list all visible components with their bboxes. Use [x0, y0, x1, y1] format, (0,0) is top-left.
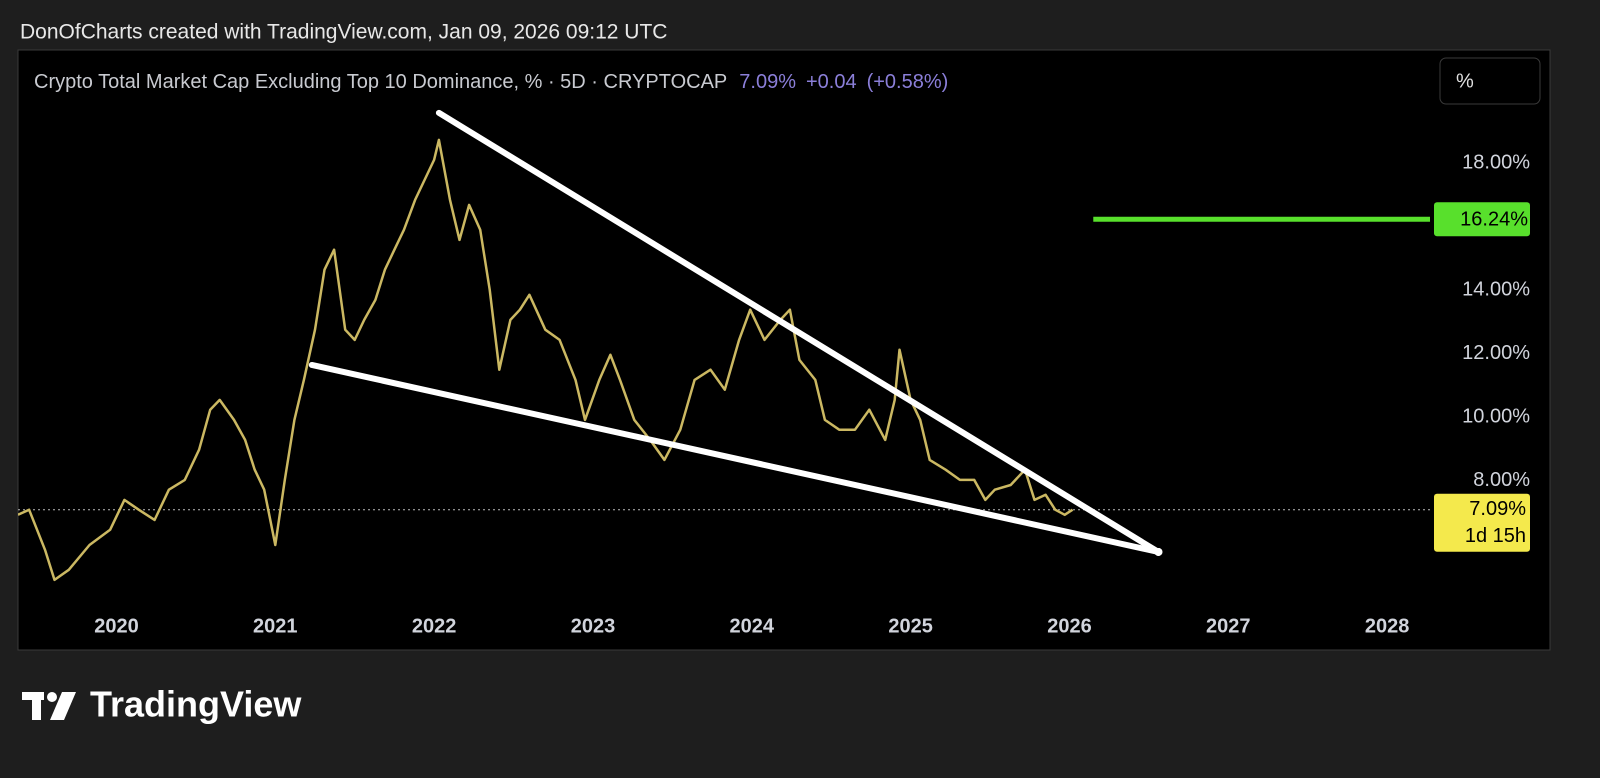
scale-button-label[interactable]: % — [1456, 70, 1474, 92]
y-tick-label: 18.00% — [1462, 152, 1530, 174]
price-line-box — [1434, 202, 1530, 237]
y-tick-label: 8.00% — [1473, 469, 1530, 491]
y-tick-label: 10.00% — [1462, 406, 1530, 428]
x-tick-label: 2022 — [412, 615, 457, 637]
last-price-label: 7.09% — [1469, 498, 1526, 520]
plot — [18, 109, 1430, 582]
price-line — [18, 138, 1074, 582]
x-tick-label: 2021 — [253, 615, 298, 637]
y-tick-label: 14.00% — [1462, 279, 1530, 301]
brand-name: TradingView — [90, 684, 302, 725]
y-tick-label: 12.00% — [1462, 342, 1530, 364]
last-price-box — [1434, 493, 1530, 552]
header-value: (+0.58%) — [867, 71, 949, 93]
attribution: DonOfCharts created with TradingView.com… — [20, 21, 667, 44]
brand-logo — [22, 692, 76, 720]
x-tick-label: 2026 — [1047, 615, 1092, 637]
countdown-label: 1d 15h — [1465, 525, 1526, 547]
chart-title: Crypto Total Market Cap Excluding Top 10… — [34, 71, 727, 93]
x-tick-label: 2023 — [571, 615, 616, 637]
chart-header: Crypto Total Market Cap Excluding Top 10… — [34, 71, 948, 93]
x-tick-label: 2020 — [94, 615, 139, 637]
trendline — [435, 109, 1162, 555]
chart-panel — [17, 49, 1551, 651]
scale-button[interactable] — [1439, 57, 1541, 105]
x-tick-label: 2027 — [1206, 615, 1251, 637]
trendline — [308, 361, 1162, 555]
header-value: 7.09% — [739, 71, 796, 93]
x-tick-label: 2025 — [888, 615, 933, 637]
trendline-handle — [1154, 547, 1163, 556]
x-tick-label: 2028 — [1365, 615, 1410, 637]
x-tick-label: 2024 — [730, 615, 775, 637]
price-line-label: 16.24% — [1460, 209, 1528, 231]
header-value: +0.04 — [806, 71, 857, 93]
